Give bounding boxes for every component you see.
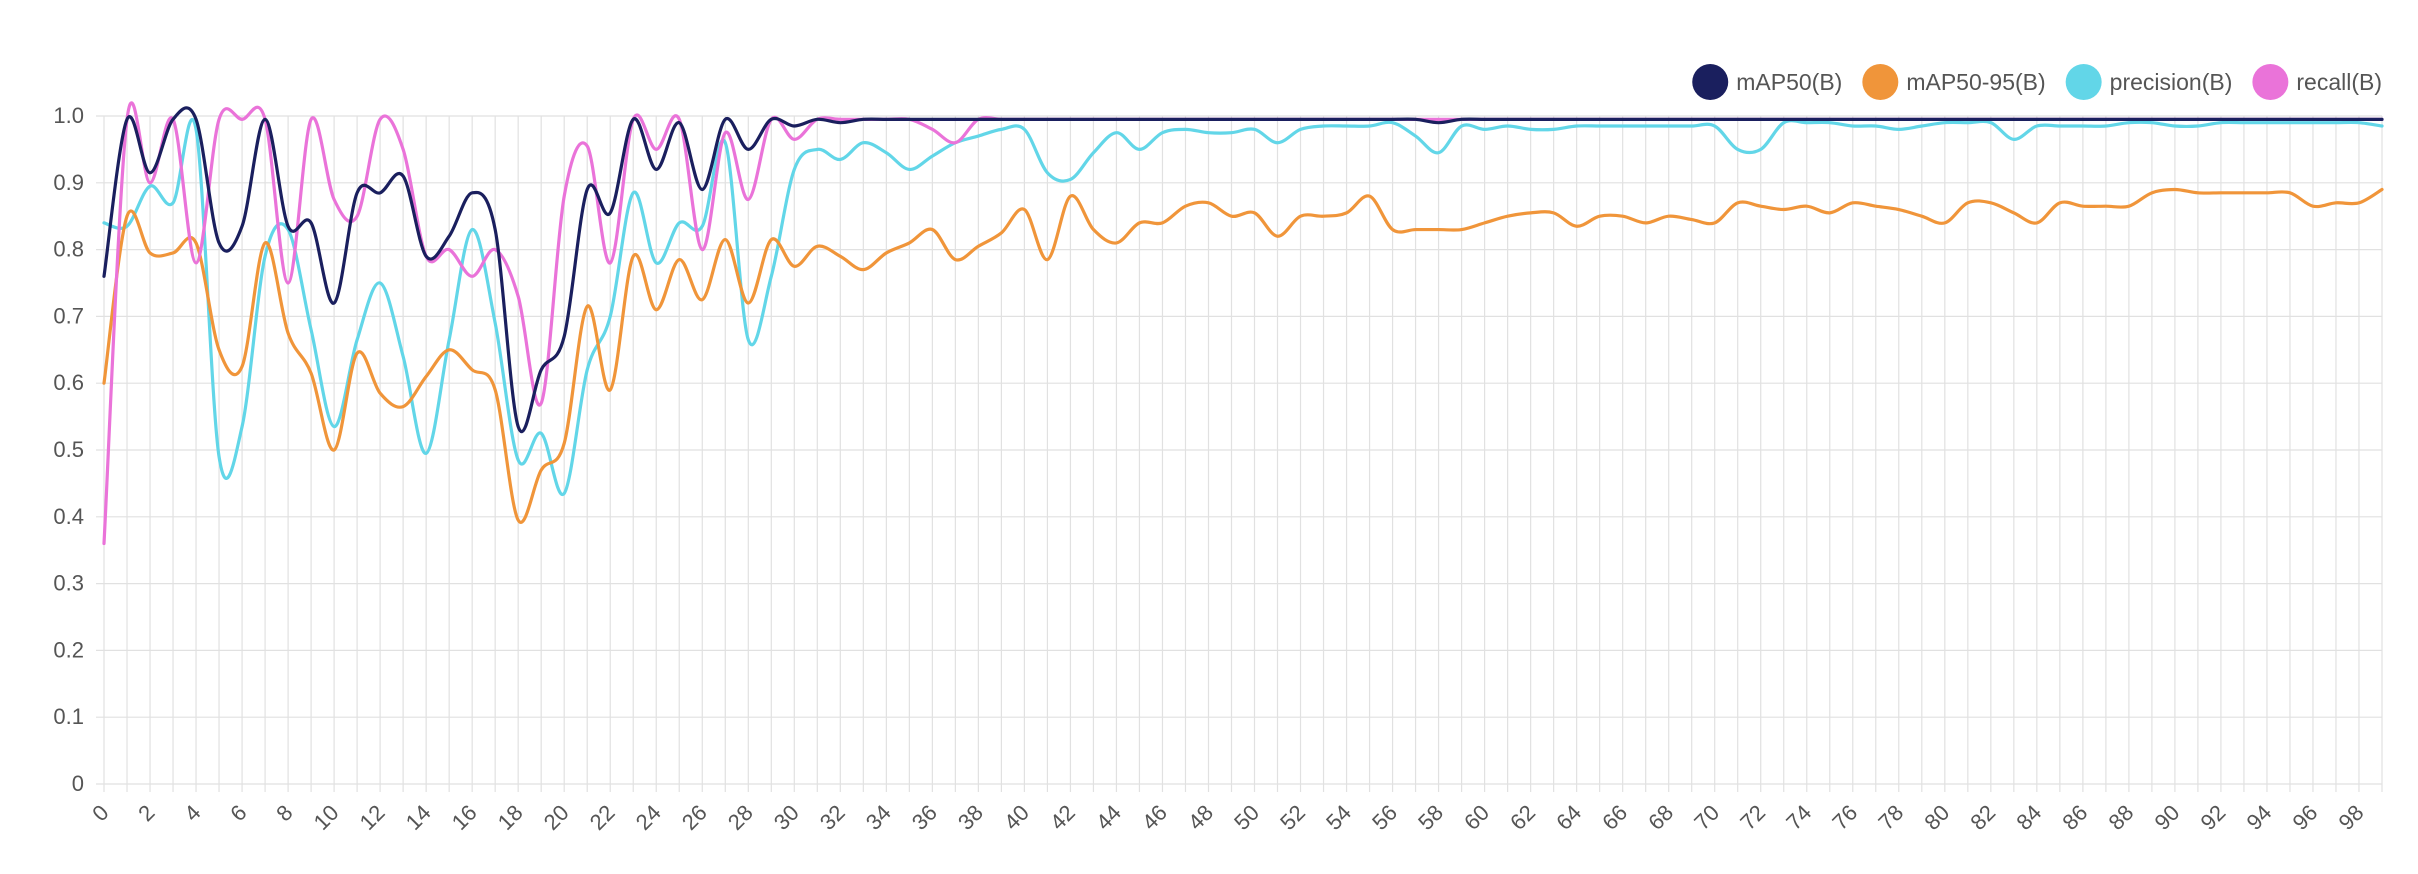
x-tick-label: 52 [1275, 800, 1310, 835]
x-tick-label: 60 [1459, 800, 1494, 835]
legend-swatch [2065, 64, 2102, 100]
x-tick-label: 62 [1505, 800, 1540, 835]
x-tick-label: 16 [447, 800, 482, 835]
x-tick-label: 22 [585, 800, 620, 835]
y-tick-label: 0.9 [53, 170, 84, 195]
series-line-map50-b [102, 106, 2384, 434]
x-tick-label: 46 [1137, 800, 1172, 835]
x-tick-label: 42 [1045, 800, 1080, 835]
series-line-recall-b [102, 101, 2384, 546]
legend-swatch [2252, 64, 2289, 100]
x-tick-label: 34 [861, 800, 896, 835]
y-tick-label: 0.5 [53, 437, 84, 462]
legend-item-map50-b[interactable]: mAP50(B) [1692, 64, 1842, 100]
x-tick-label: 92 [2195, 800, 2230, 835]
x-tick-label: 26 [677, 800, 712, 835]
x-tick-label: 66 [1597, 800, 1632, 835]
x-tick-label: 90 [2149, 800, 2184, 835]
x-tick-label: 18 [493, 800, 528, 835]
y-tick-label: 1.0 [53, 103, 84, 128]
x-tick-label: 84 [2011, 800, 2046, 835]
x-tick-label: 88 [2103, 800, 2138, 835]
x-tick-label: 58 [1413, 800, 1448, 835]
y-tick-label: 0 [72, 771, 84, 796]
legend: mAP50(B) mAP50-95(B) precision(B) recall(B) [1692, 64, 2382, 100]
x-tick-label: 44 [1091, 800, 1126, 835]
legend-item-recall-b[interactable]: recall(B) [2252, 64, 2382, 100]
x-tick-label: 32 [815, 800, 850, 835]
legend-label: recall(B) [2296, 69, 2382, 95]
x-tick-label: 80 [1919, 800, 1954, 835]
y-tick-label: 0.8 [53, 237, 84, 262]
x-tick-label: 98 [2334, 800, 2369, 835]
x-tick-label: 28 [723, 800, 758, 835]
x-tick-label: 14 [401, 800, 436, 835]
x-tick-label: 74 [1781, 800, 1816, 835]
x-tick-label: 8 [271, 800, 297, 826]
x-tick-label: 6 [225, 800, 251, 826]
x-tick-label: 40 [999, 800, 1034, 835]
x-tick-label: 20 [539, 800, 574, 835]
x-tick-label: 12 [355, 800, 390, 835]
x-tick-label: 48 [1183, 800, 1218, 835]
x-tick-label: 2 [133, 800, 159, 826]
series-line-map50-95-b [102, 187, 2384, 524]
x-tick-label: 76 [1827, 800, 1862, 835]
x-tick-label: 10 [309, 800, 344, 835]
x-tick-label: 24 [631, 800, 666, 835]
legend-label: mAP50(B) [1736, 69, 1842, 95]
y-tick-label: 0.2 [53, 637, 84, 662]
y-tick-label: 0.1 [53, 704, 84, 729]
x-tick-label: 36 [907, 800, 942, 835]
x-tick-label: 50 [1229, 800, 1264, 835]
legend-swatch [1862, 64, 1899, 100]
x-tick-label: 96 [2288, 800, 2323, 835]
x-tick-label: 30 [769, 800, 804, 835]
x-axis-ticks: 0 2 4 6 8 10 12 14 16 18 20 22 24 26 28 30 32 34 36 38 40 42 4… [87, 800, 2368, 835]
y-axis-ticks: 0 0.1 0.2 0.3 0.4 0.5 0.6 0.7 0.8 0.9 1.0 [53, 103, 84, 796]
y-tick-label: 0.6 [53, 370, 84, 395]
legend-item-map50-95-b[interactable]: mAP50-95(B) [1862, 64, 2046, 100]
x-tick-label: 86 [2057, 800, 2092, 835]
x-tick-label: 78 [1873, 800, 1908, 835]
series-line-precision-b [102, 117, 2384, 497]
y-tick-label: 0.7 [53, 303, 84, 328]
x-tick-label: 4 [179, 800, 205, 826]
y-tick-label: 0.3 [53, 571, 84, 596]
x-tick-label: 38 [953, 800, 988, 835]
x-tick-label: 54 [1321, 800, 1356, 835]
x-tick-label: 94 [2241, 800, 2276, 835]
legend-label: mAP50-95(B) [1906, 69, 2045, 95]
y-tick-label: 0.4 [53, 504, 84, 529]
x-tick-label: 72 [1735, 800, 1770, 835]
x-tick-label: 70 [1689, 800, 1724, 835]
series-layer [102, 101, 2384, 546]
x-tick-label: 68 [1643, 800, 1678, 835]
x-tick-label: 56 [1367, 800, 1402, 835]
x-tick-label: 0 [87, 800, 113, 826]
x-tick-label: 64 [1551, 800, 1586, 835]
x-tick-label: 82 [1965, 800, 2000, 835]
legend-item-precision-b[interactable]: precision(B) [2065, 64, 2233, 100]
legend-swatch [1692, 64, 1729, 100]
grid-layer [96, 115, 2383, 792]
legend-label: precision(B) [2110, 69, 2233, 95]
